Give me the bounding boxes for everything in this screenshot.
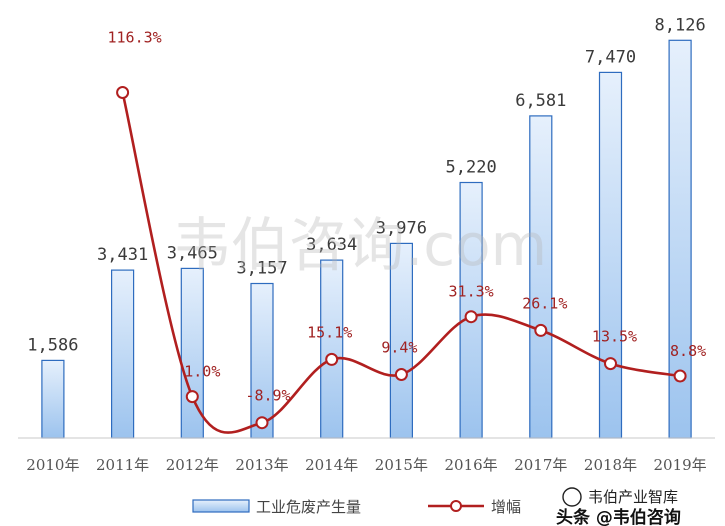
legend-swatch-marker bbox=[450, 500, 462, 512]
watermark-bottom-right-text: 头条 @韦伯咨询 bbox=[556, 507, 681, 526]
legend: 工业危废产生量 增幅 bbox=[192, 498, 521, 516]
growth-marker-4 bbox=[325, 352, 339, 366]
x-tick-label-0: 2010年 bbox=[26, 456, 79, 474]
bar-8 bbox=[598, 71, 623, 439]
growth-marker-7 bbox=[534, 323, 548, 337]
line-layer bbox=[116, 86, 687, 434]
growth-marker-8 bbox=[604, 357, 617, 371]
growth-marker-5 bbox=[394, 368, 408, 381]
bar-value-label-0: 1,586 bbox=[27, 335, 78, 355]
legend-item-bars: 工业危废产生量 bbox=[192, 498, 361, 516]
bar-value-label-3: 3,157 bbox=[236, 259, 287, 279]
growth-label-5: 9.4% bbox=[381, 339, 417, 357]
growth-label-9: 8.8% bbox=[670, 342, 706, 360]
legend-item-line: 增幅 bbox=[428, 498, 521, 516]
growth-label-2: 1.0% bbox=[184, 363, 220, 381]
watermark-center: 韦伯咨询.com bbox=[173, 211, 547, 279]
legend-label-line: 增幅 bbox=[491, 498, 521, 516]
growth-marker-1 bbox=[116, 86, 130, 99]
x-tick-label-8: 2018年 bbox=[584, 456, 637, 474]
bar-value-label-9: 8,126 bbox=[655, 15, 706, 35]
growth-marker-6 bbox=[464, 310, 478, 324]
legend-label-bars: 工业危废产生量 bbox=[256, 498, 361, 516]
growth-label-1: 116.3% bbox=[108, 29, 162, 47]
legend-swatch-bar bbox=[192, 499, 250, 513]
bar-value-label-1: 3,431 bbox=[97, 245, 148, 265]
growth-line bbox=[121, 92, 681, 434]
ticks-layer: 2010年 2011年 2012年 2013年 2014年 2015年 2016年 2017年… bbox=[26, 456, 706, 474]
growth-marker-2 bbox=[185, 390, 199, 404]
x-tick-label-6: 2016年 bbox=[445, 456, 498, 474]
growth-label-4: 15.1% bbox=[307, 323, 352, 341]
x-tick-label-7: 2017年 bbox=[514, 456, 567, 474]
bar-value-label-4: 3,634 bbox=[306, 235, 357, 255]
watermark-logo-icon bbox=[562, 487, 582, 507]
bar-value-label-6: 5,220 bbox=[446, 158, 497, 178]
bar-1 bbox=[110, 269, 135, 439]
watermark-bottom-right-sub: 韦伯产业智库 bbox=[588, 488, 678, 506]
x-tick-label-1: 2011年 bbox=[96, 456, 149, 474]
x-tick-label-4: 2014年 bbox=[305, 456, 358, 474]
bar-value-label-2: 3,465 bbox=[167, 243, 218, 263]
x-tick-label-9: 2019年 bbox=[654, 456, 707, 474]
growth-marker-3 bbox=[255, 416, 269, 430]
bar-0 bbox=[41, 359, 65, 439]
bar-4 bbox=[320, 259, 344, 439]
bar-value-label-8: 7,470 bbox=[585, 47, 636, 67]
growth-marker-9 bbox=[673, 369, 687, 383]
bar-3 bbox=[250, 282, 274, 439]
x-tick-label-2: 2012年 bbox=[166, 456, 219, 474]
bar-value-label-5: 3,976 bbox=[376, 218, 427, 238]
growth-label-8: 13.5% bbox=[592, 328, 637, 346]
growth-label-6: 31.3% bbox=[449, 283, 494, 301]
bar-value-label-7: 6,581 bbox=[515, 91, 566, 111]
growth-label-7: 26.1% bbox=[522, 294, 567, 312]
x-tick-label-5: 2015年 bbox=[375, 456, 428, 474]
watermark-center-text: 韦伯咨询.com bbox=[173, 211, 547, 279]
growth-label-3: -8.9% bbox=[245, 387, 290, 405]
watermark-bottom-right: 韦伯产业智库 头条 @韦伯咨询 bbox=[556, 487, 681, 526]
labels-layer: 1,586 3,431 3,465 3,157 3,634 3,976 5,220 6,581… bbox=[27, 15, 706, 404]
x-tick-label-3: 2013年 bbox=[235, 456, 288, 474]
